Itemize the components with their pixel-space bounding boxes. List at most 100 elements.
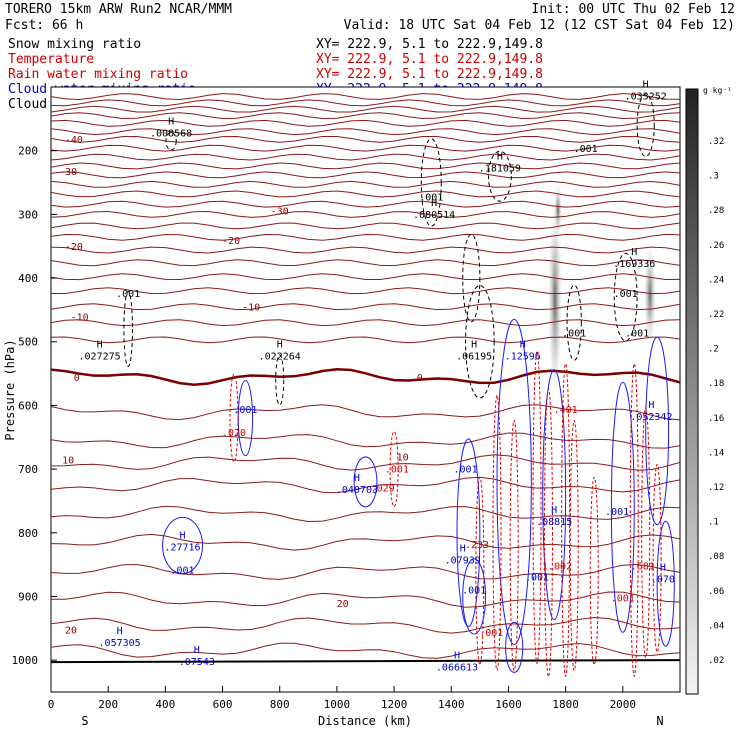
header-line2-left: Fcst: 66 h <box>5 18 83 33</box>
snow-contour <box>275 354 285 406</box>
snow-contour <box>636 93 655 157</box>
extremum-marker: H <box>117 626 123 637</box>
isotherm <box>51 591 680 608</box>
contour-label: .001 <box>462 585 486 596</box>
colorbar-tick-label: .26 <box>708 241 724 251</box>
colorbar-tick-label: .24 <box>708 275 724 285</box>
rain-contour <box>475 476 485 666</box>
y-tick-label: 1000 <box>12 654 39 667</box>
y-axis-label: Pressure (hPa) <box>3 339 17 440</box>
y-tick-label: 800 <box>18 527 38 540</box>
extremum-marker: H <box>520 339 526 350</box>
contour-label: .401 <box>554 405 578 416</box>
extremum-marker: H <box>660 562 666 573</box>
colorbar-tick-label: .16 <box>708 414 724 424</box>
y-tick-label: 700 <box>18 463 38 476</box>
colorbar <box>685 88 699 695</box>
x-tick-label: 1400 <box>438 698 465 711</box>
extremum-value: .07543 <box>179 657 215 668</box>
snow-contour <box>123 291 133 367</box>
contour-label: .001 <box>385 464 409 475</box>
x-tick-label: 600 <box>213 698 233 711</box>
y-tick-label: 900 <box>18 590 38 603</box>
isotherm-label: -30 <box>59 167 77 178</box>
x-tick-label: 800 <box>270 698 290 711</box>
extremum-marker: H <box>648 400 654 411</box>
rain-contour <box>641 407 651 659</box>
extremum-marker: H <box>471 339 477 350</box>
x-tick-label: 1600 <box>495 698 522 711</box>
isotherm <box>51 563 680 580</box>
header-line1-left: TORERO 15km ARW Run2 NCAR/MMM <box>5 2 232 17</box>
extremum-marker: H <box>180 531 186 542</box>
x-tick-label: 0 <box>48 698 55 711</box>
cloud-water-contour <box>656 520 675 647</box>
colorbar-tick-label: .14 <box>708 448 724 458</box>
isotherm <box>51 105 680 113</box>
cloud-water-contour <box>610 381 635 633</box>
cloud-water-contour <box>645 336 670 526</box>
isotherm-label: -10 <box>242 303 260 314</box>
shading-column <box>644 245 656 345</box>
extremum-marker: H <box>194 645 200 656</box>
extremum-value: .08815 <box>536 517 572 528</box>
cloud-water-contour <box>496 318 532 645</box>
isotherm-label: -10 <box>71 312 89 323</box>
contour-label: .681 <box>631 562 655 573</box>
contour-label: .001 <box>625 329 649 340</box>
contour-label: .001 <box>574 144 598 155</box>
isotherm-label: -40 <box>65 135 83 146</box>
colorbar-tick-label: .08 <box>708 552 724 562</box>
extremum-value: .06195 <box>456 351 492 362</box>
isotherm <box>51 200 680 208</box>
contour-label: .001 <box>233 405 257 416</box>
snow-contour <box>465 284 495 399</box>
extremum-value: .033252 <box>625 92 667 103</box>
snow-contour <box>566 284 582 361</box>
shading-column <box>554 185 562 235</box>
colorbar-tick-label: .2 <box>708 345 719 355</box>
isotherm <box>51 112 680 120</box>
colorbar-tick-label: .28 <box>708 206 724 216</box>
colorbar-tick-label: .04 <box>708 621 724 631</box>
x-axis-label: Distance (km) <box>318 714 412 728</box>
isotherm <box>51 180 680 188</box>
cloud-water-contour <box>353 456 378 508</box>
rain-contour <box>589 476 599 666</box>
contour-label: .001 <box>611 594 635 605</box>
legend-entry-label: Rain water mixing ratio <box>8 67 188 82</box>
contour-label: .001 <box>170 566 194 577</box>
extremum-marker: H <box>97 339 103 350</box>
isotherm <box>51 135 680 143</box>
isotherm <box>51 616 680 634</box>
isotherm <box>51 404 680 421</box>
rain-contour <box>561 363 571 677</box>
cloud-water-contour <box>162 516 204 575</box>
y-tick-label: 400 <box>18 272 38 285</box>
extremum-value: .080514 <box>413 210 455 221</box>
contour-label: .001 <box>525 573 549 584</box>
legend-entry-section: XY= 222.9, 5.1 to 222.9,149.8 <box>316 67 543 82</box>
snow-contour <box>420 138 442 227</box>
isotherm <box>51 162 680 170</box>
isotherm <box>51 273 680 281</box>
isotherm <box>51 99 680 107</box>
extremum-value: .070 <box>651 574 675 585</box>
x-tick-label: 400 <box>155 698 175 711</box>
extremum-value: .052342 <box>630 412 672 423</box>
isotherm-label: 20 <box>337 599 349 610</box>
rain-contour <box>629 363 639 677</box>
isotherm <box>51 336 680 344</box>
rain-contour <box>492 394 502 671</box>
isotherm-label: 10 <box>397 452 409 463</box>
legend-entry-section: XY= 222.9, 5.1 to 222.9,149.8 <box>316 52 543 67</box>
isotherm <box>51 222 680 230</box>
extremum-value: .07939 <box>445 555 481 566</box>
extremum-marker: H <box>354 473 360 484</box>
extremum-value: .027275 <box>79 351 121 362</box>
isotherm <box>51 210 680 218</box>
extremum-marker: H <box>454 650 460 661</box>
contour-label: .001 <box>614 289 638 300</box>
colorbar-tick-label: .12 <box>708 483 724 493</box>
rain-contour <box>509 420 519 672</box>
